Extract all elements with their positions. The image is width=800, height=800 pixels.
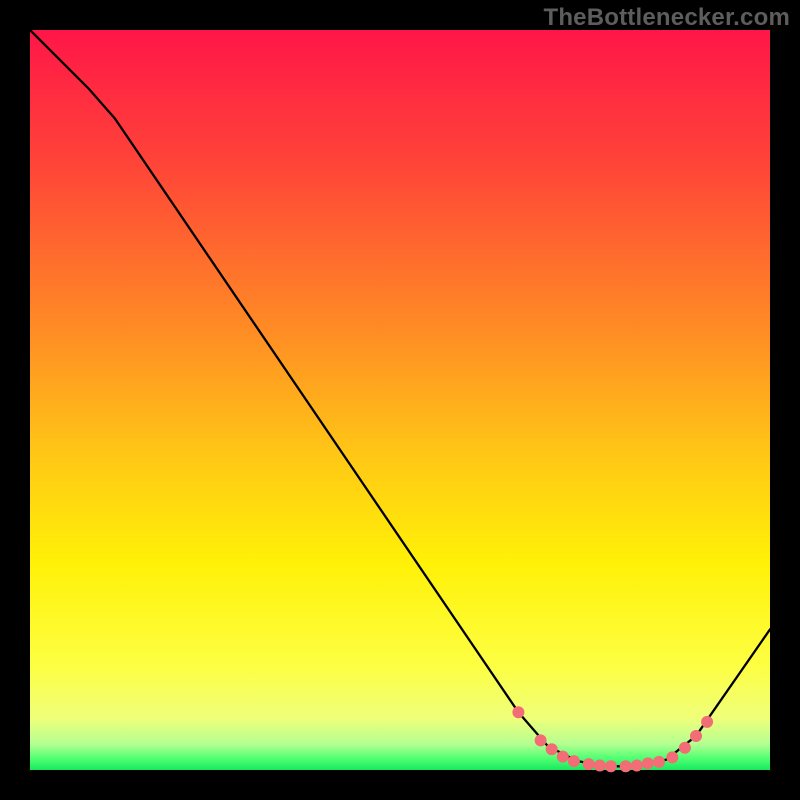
data-marker xyxy=(631,760,642,771)
data-marker xyxy=(691,730,702,741)
data-marker xyxy=(513,707,524,718)
plot-background xyxy=(30,30,770,770)
data-marker xyxy=(605,761,616,772)
data-marker xyxy=(642,758,653,769)
data-marker xyxy=(667,752,678,763)
data-marker xyxy=(702,716,713,727)
bottleneck-chart xyxy=(0,0,800,800)
data-marker xyxy=(583,759,594,770)
data-marker xyxy=(620,761,631,772)
data-marker xyxy=(654,756,665,767)
data-marker xyxy=(679,742,690,753)
data-marker xyxy=(535,735,546,746)
watermark-text: TheBottlenecker.com xyxy=(543,4,790,32)
data-marker xyxy=(568,756,579,767)
data-marker xyxy=(594,760,605,771)
data-marker xyxy=(546,744,557,755)
data-marker xyxy=(557,751,568,762)
